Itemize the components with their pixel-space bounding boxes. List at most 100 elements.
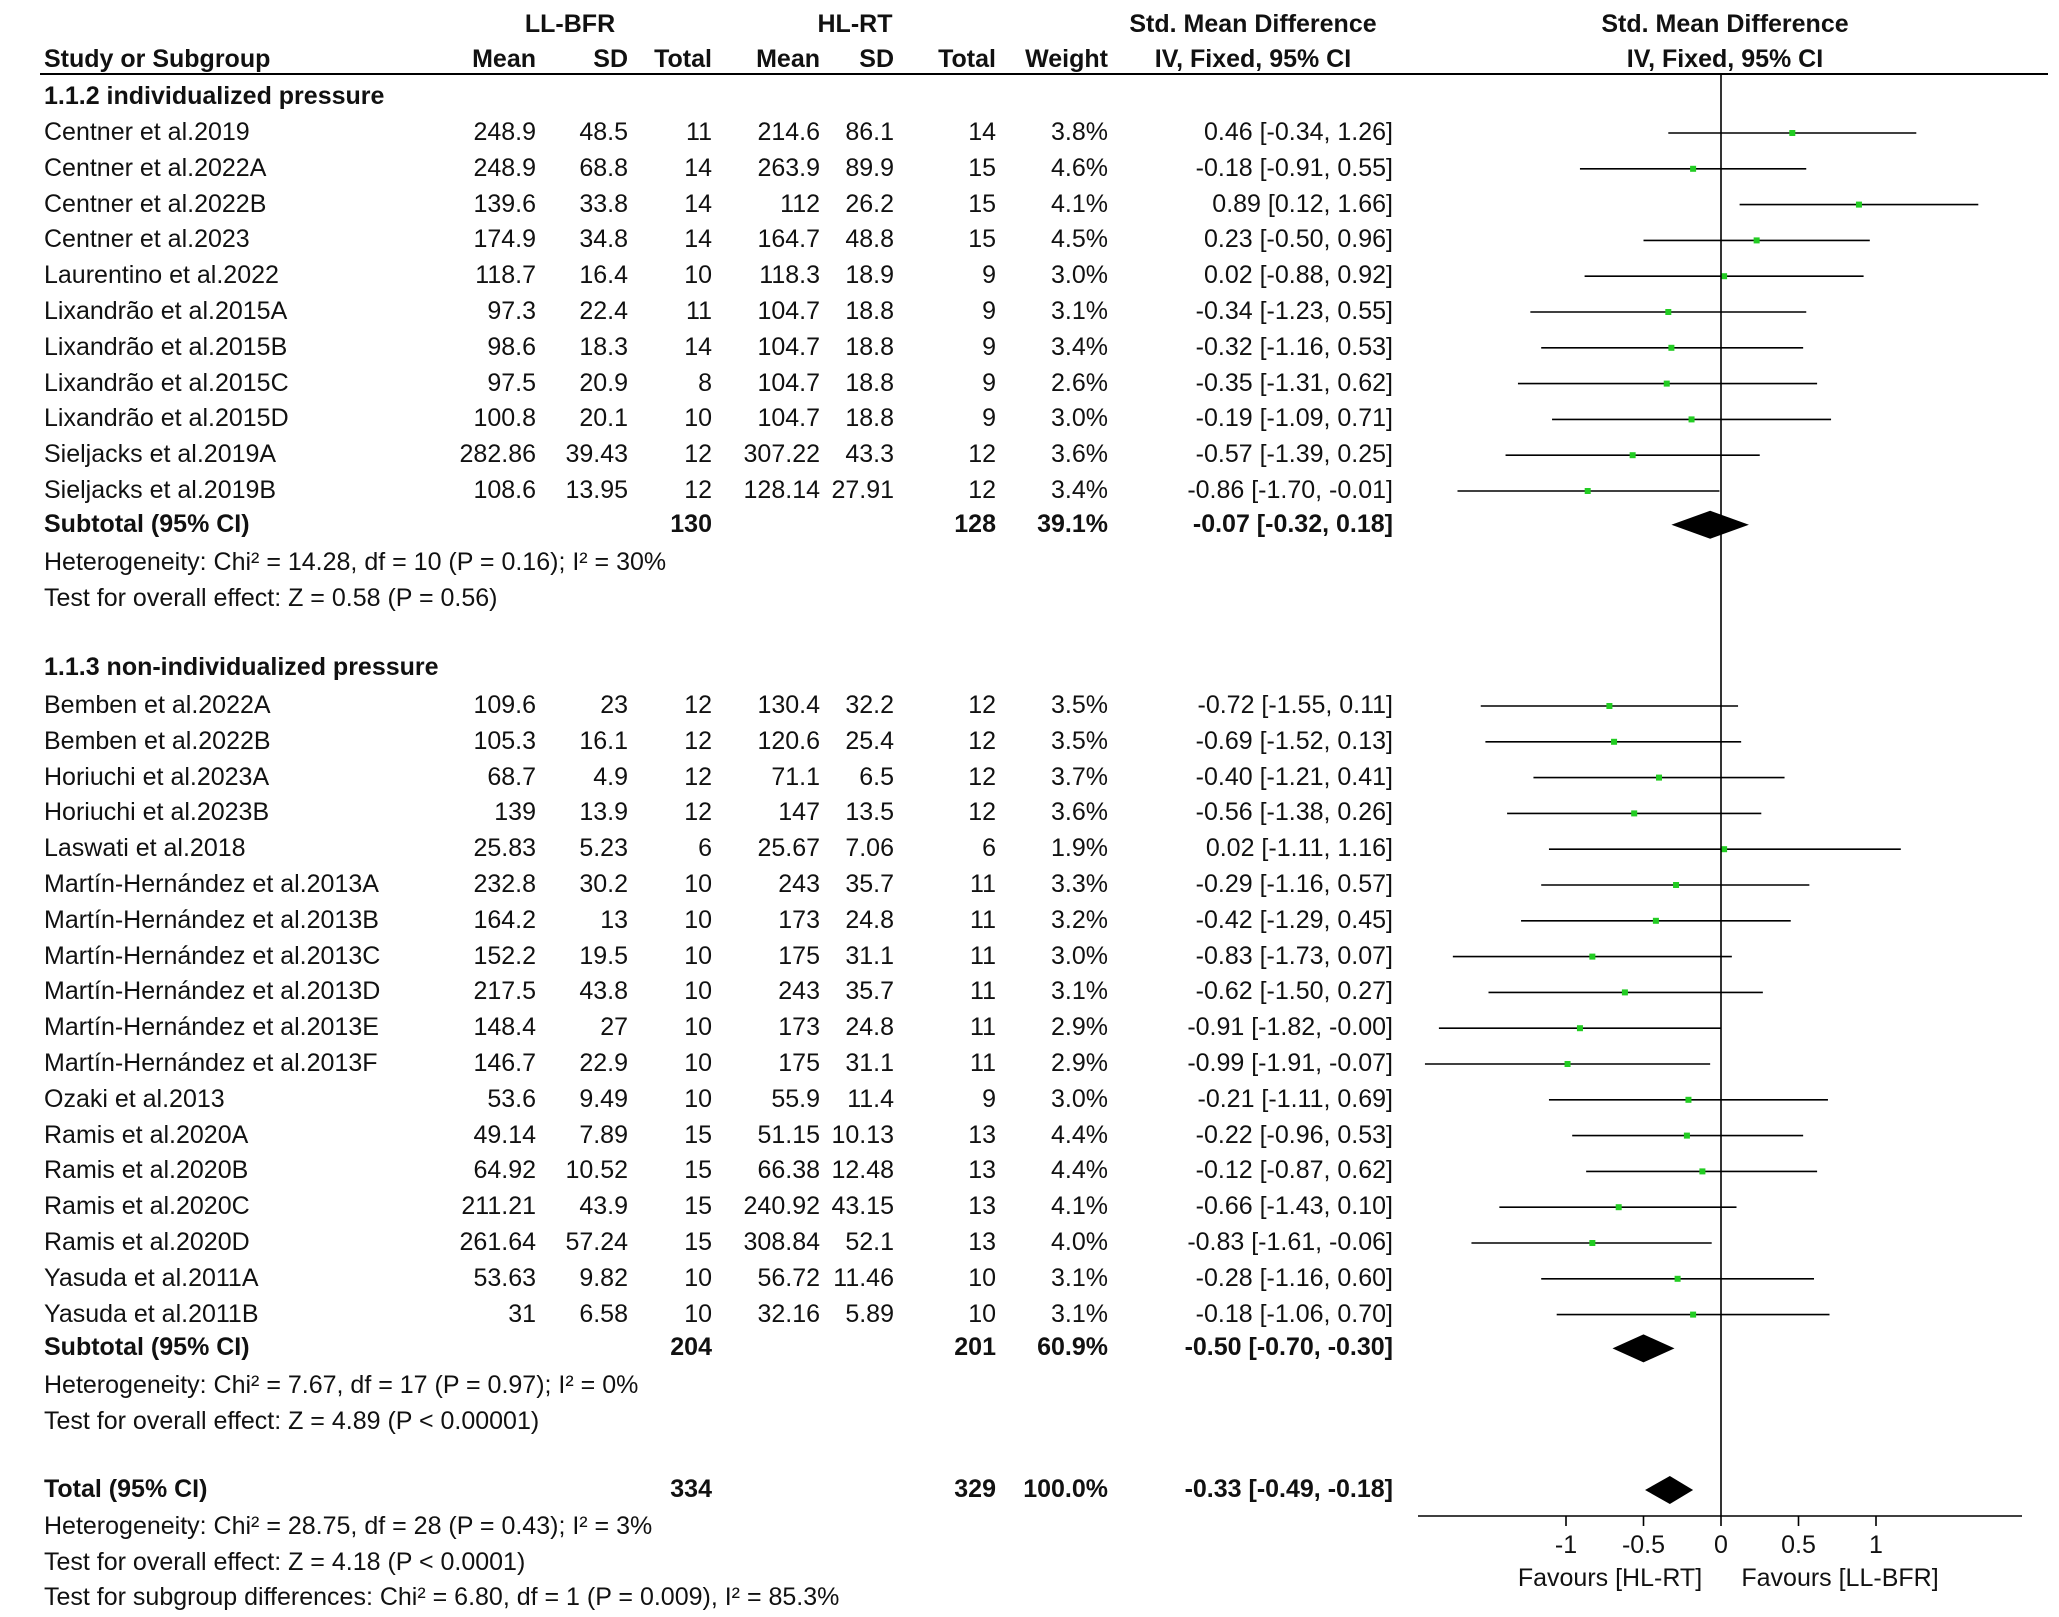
- study-smd-ci: -0.40 [-1.21, 0.41]: [1195, 762, 1393, 791]
- group1-total: 10: [684, 941, 712, 970]
- group2-total: 12: [968, 762, 996, 791]
- group1-mean: 25.83: [473, 834, 536, 863]
- group2-total: 13: [968, 1156, 996, 1185]
- study-name: Ramis et al.2020D: [44, 1228, 250, 1256]
- x-tick-label: 1: [1869, 1531, 1883, 1559]
- study-name: Ozaki et al.2013: [44, 1084, 225, 1113]
- study-name: Horiuchi et al.2023B: [44, 798, 270, 827]
- group1-sd: 23: [600, 691, 628, 719]
- study-smd-ci: -0.83 [-1.73, 0.07]: [1195, 941, 1393, 970]
- group2-sd: 11.46: [833, 1263, 894, 1292]
- study-0-3-point: [1753, 237, 1760, 244]
- study-smd-ci: -0.32 [-1.16, 0.53]: [1195, 332, 1393, 361]
- study-1-8-point: [1621, 989, 1628, 996]
- study-name: Lixandrão et al.2015B: [44, 332, 288, 361]
- group1-mean: 53.63: [473, 1263, 536, 1292]
- study-weight: 3.6%: [1051, 798, 1108, 827]
- group1-total: 8: [698, 368, 712, 397]
- study-smd-ci: -0.18 [-1.06, 0.70]: [1195, 1299, 1393, 1328]
- subtotal-0-label: Subtotal (95% CI): [44, 509, 250, 538]
- group1-mean: 139.6: [473, 189, 536, 218]
- header-rule: [40, 73, 2048, 75]
- study-smd-ci: -0.22 [-0.96, 0.53]: [1195, 1120, 1393, 1149]
- group2-total: 9: [982, 261, 996, 290]
- group1-total: 12: [684, 691, 712, 719]
- study-weight: 3.3%: [1051, 870, 1108, 898]
- study-weight: 3.4%: [1051, 476, 1108, 504]
- study-name: Centner et al.2022B: [44, 189, 267, 218]
- group2-sd: 48.8: [845, 225, 894, 254]
- x-tick-label: 0.5: [1781, 1531, 1816, 1559]
- group1-sd: 5.23: [579, 834, 628, 863]
- group2-sd: 25.4: [845, 726, 894, 755]
- group1-total: 12: [684, 440, 712, 469]
- study-weight: 3.2%: [1051, 905, 1108, 934]
- group2-total: 10: [968, 1299, 996, 1328]
- study-smd-ci: -0.35 [-1.31, 0.62]: [1195, 368, 1393, 397]
- group1-mean: 68.7: [487, 762, 536, 791]
- study-smd-ci: -0.69 [-1.52, 0.13]: [1195, 726, 1393, 755]
- study-weight: 1.9%: [1051, 834, 1108, 863]
- group2-mean: 120.6: [757, 726, 820, 755]
- study-weight: 3.6%: [1051, 440, 1108, 469]
- total-weight: 100.0%: [1023, 1475, 1108, 1503]
- group2-total: 12: [968, 726, 996, 755]
- group2-sd: 52.1: [845, 1228, 894, 1256]
- group2-sd: 7.06: [845, 834, 894, 863]
- study-smd-ci: -0.42 [-1.29, 0.45]: [1195, 905, 1393, 934]
- group1-mean: 282.86: [459, 440, 536, 469]
- study-1-9-point: [1576, 1025, 1583, 1032]
- study-1-10-point: [1564, 1061, 1571, 1067]
- study-smd-ci: -0.66 [-1.43, 0.10]: [1195, 1192, 1393, 1221]
- study-weight: 3.5%: [1051, 691, 1108, 719]
- group2-total: 11: [970, 1049, 996, 1077]
- group2-mean: 128.14: [743, 476, 820, 504]
- study-0-5-point: [1665, 309, 1672, 315]
- group1-sd: 22.4: [579, 297, 628, 325]
- group1-sd: 34.8: [579, 225, 628, 254]
- group2-mean: 55.9: [771, 1084, 820, 1113]
- subtotal-1-group1-total: 204: [670, 1333, 712, 1362]
- group2-mean: 51.15: [757, 1120, 820, 1149]
- group2-total: 12: [968, 440, 996, 469]
- group1-total: 10: [684, 905, 712, 934]
- subtotal-0-diamond: [1671, 510, 1749, 539]
- study-name: Bemben et al.2022A: [44, 691, 271, 719]
- group1-mean: 217.5: [473, 977, 536, 1006]
- group1-sd: 13.95: [565, 476, 628, 504]
- group1-total: 12: [684, 726, 712, 755]
- group2-sd: 18.8: [845, 368, 894, 397]
- study-weight: 3.1%: [1051, 297, 1108, 325]
- study-weight: 3.4%: [1051, 332, 1108, 361]
- study-weight: 4.4%: [1051, 1156, 1108, 1185]
- group2-total: 15: [968, 189, 996, 218]
- smd-column-method: IV, Fixed, 95% CI: [1154, 45, 1352, 73]
- group1-total: 10: [684, 1263, 712, 1292]
- group2-sd: 11.4: [847, 1084, 894, 1113]
- group2-sd: 26.2: [845, 189, 894, 218]
- group2-mean: 104.7: [757, 368, 820, 397]
- group2-total-header: Total: [938, 45, 996, 73]
- group2-total: 12: [968, 798, 996, 827]
- group1-sd: 9.49: [579, 1084, 628, 1113]
- study-smd-ci: -0.72 [-1.55, 0.11]: [1197, 691, 1394, 719]
- group2-total: 10: [968, 1263, 996, 1292]
- group1-mean: 97.5: [487, 368, 536, 397]
- study-0-7-point: [1663, 380, 1670, 387]
- subtotal-1-group2-total: 201: [954, 1333, 996, 1362]
- group1-sd: 10.52: [565, 1156, 628, 1185]
- group2-mean: 56.72: [757, 1263, 820, 1292]
- subtotal-1-smd-ci: -0.50 [-0.70, -0.30]: [1184, 1333, 1393, 1362]
- plot-title: Std. Mean Difference: [1601, 10, 1849, 38]
- group1-total: 10: [684, 261, 712, 290]
- group2-total: 15: [968, 153, 996, 182]
- group2-sd: 18.8: [845, 404, 894, 433]
- study-smd-ci: -0.57 [-1.39, 0.25]: [1195, 440, 1393, 469]
- group1-total: 6: [698, 834, 712, 863]
- subtotal-1-label: Subtotal (95% CI): [44, 1333, 250, 1362]
- group2-total: 9: [982, 297, 996, 325]
- group1-sd: 16.4: [579, 261, 628, 290]
- group2-sd: 18.9: [845, 261, 894, 290]
- group1-total: 14: [684, 332, 712, 361]
- study-1-7-point: [1589, 953, 1596, 960]
